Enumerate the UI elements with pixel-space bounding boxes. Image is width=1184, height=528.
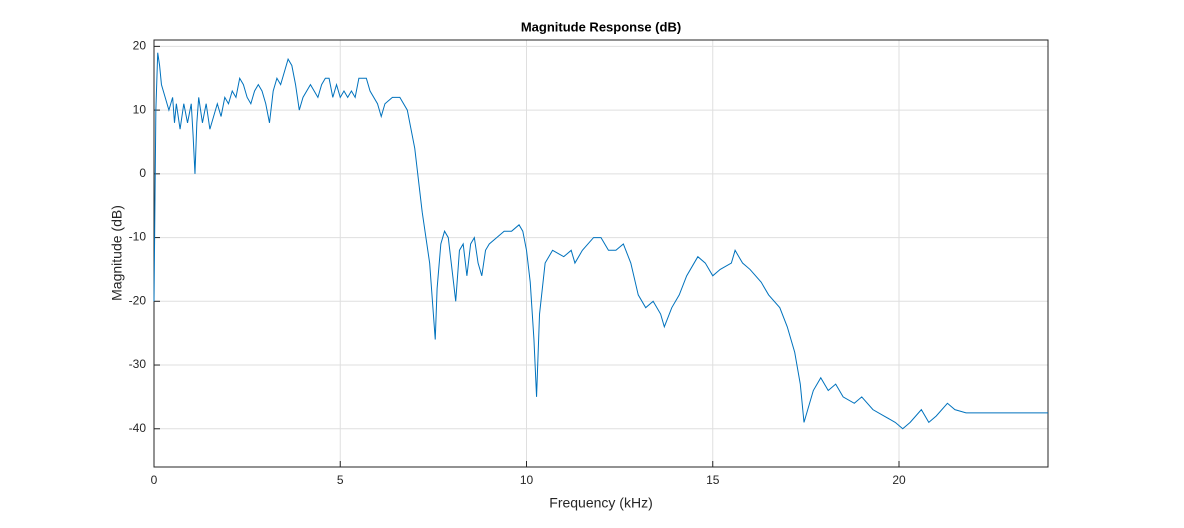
x-axis-label: Frequency (kHz) bbox=[549, 495, 652, 511]
x-tick-label: 15 bbox=[706, 473, 720, 487]
y-tick-label: 20 bbox=[133, 39, 147, 53]
y-tick-label: -30 bbox=[129, 357, 147, 371]
y-axis-label: Magnitude (dB) bbox=[109, 205, 125, 301]
line-series bbox=[153, 52, 1048, 430]
y-tick-label: 0 bbox=[139, 166, 146, 180]
chart-title: Magnitude Response (dB) bbox=[521, 19, 681, 34]
y-tick-label: -20 bbox=[129, 293, 147, 307]
x-tick-label: 0 bbox=[151, 473, 158, 487]
y-tick-label: -40 bbox=[129, 421, 147, 435]
y-tick-label: 10 bbox=[133, 102, 147, 116]
plot-area bbox=[154, 40, 1048, 467]
x-tick-label: 5 bbox=[337, 473, 344, 487]
y-tick-label: -10 bbox=[129, 230, 147, 244]
x-tick-label: 10 bbox=[520, 473, 534, 487]
x-tick-label: 20 bbox=[892, 473, 906, 487]
